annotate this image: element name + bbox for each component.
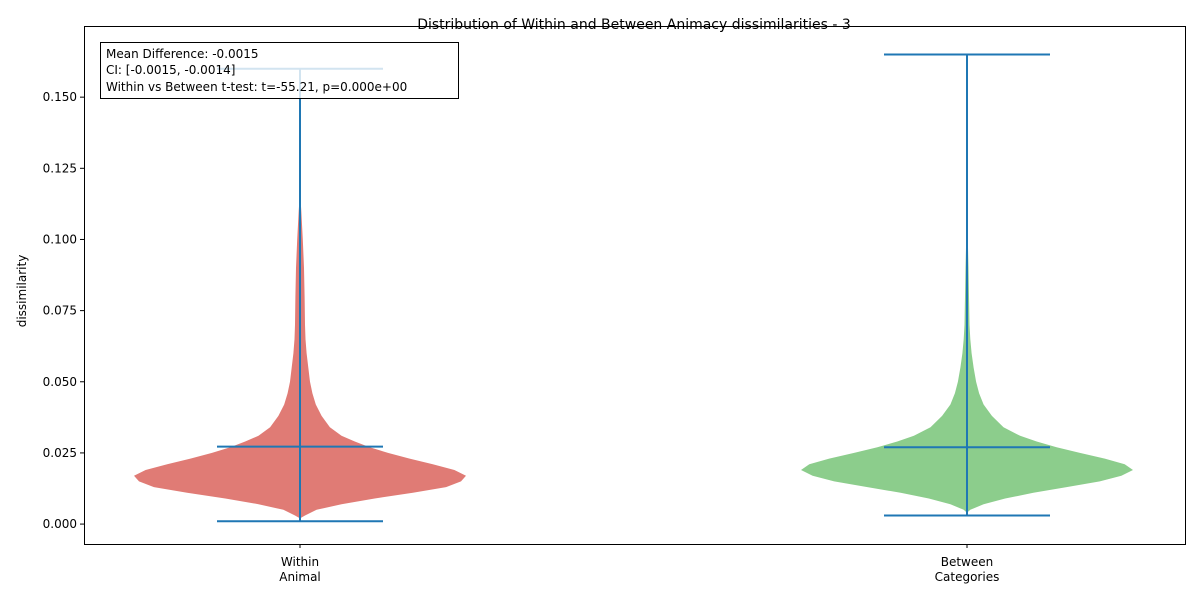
y-axis: 0.000 0.025 0.050 0.075 0.100 0.125 0.150	[43, 90, 84, 531]
annotation-ci: CI: [-0.0015, -0.0014]	[106, 63, 235, 77]
plot-frame	[84, 26, 1186, 545]
y-tick-label: 0.100	[43, 232, 77, 246]
y-tick-label: 0.075	[43, 304, 77, 318]
annotation-box	[100, 42, 459, 99]
x-tick-label-line1: Within	[281, 555, 319, 569]
plot-area	[134, 53, 1133, 523]
y-tick-label: 0.025	[43, 446, 77, 460]
chart-title: Distribution of Within and Between Anima…	[417, 17, 851, 33]
y-tick-label: 0.125	[43, 161, 77, 175]
y-tick-label: 0.150	[43, 90, 77, 104]
x-tick-label-line1: Between	[941, 555, 994, 569]
y-tick-label: 0.050	[43, 375, 77, 389]
x-tick-label-line2: Animal	[279, 570, 321, 584]
stats-annotation: Mean Difference: -0.0015 CI: [-0.0015, -…	[100, 42, 459, 99]
annotation-t-test: Within vs Between t-test: t=-55.21, p=0.…	[106, 80, 407, 94]
y-axis-label: dissimilarity	[15, 255, 29, 328]
x-tick-label-line2: Categories	[935, 570, 1000, 584]
y-tick-label: 0.000	[43, 517, 77, 531]
annotation-mean-difference: Mean Difference: -0.0015	[106, 47, 259, 61]
